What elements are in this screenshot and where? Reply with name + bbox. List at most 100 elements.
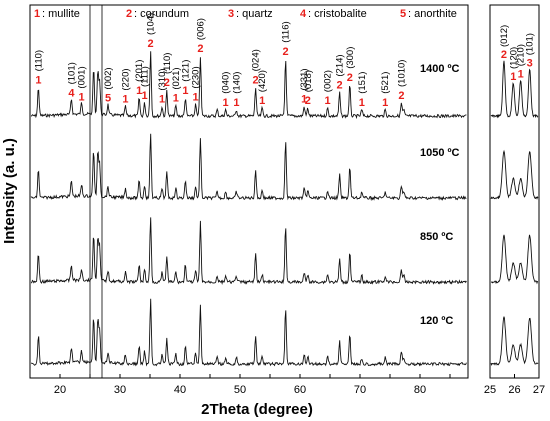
inset-trace-1: [490, 149, 539, 200]
hkl-label: (021): [171, 67, 182, 89]
legend-label: : mullite: [42, 8, 80, 20]
inset-x-tick-label: 25: [484, 384, 496, 396]
hkl-label: (002): [323, 70, 334, 92]
inset-phase-marker: 3: [527, 57, 533, 69]
phase-marker: 2: [148, 38, 154, 50]
phase-marker: 1: [136, 85, 142, 97]
x-tick-label: 40: [174, 384, 186, 396]
hkl-label: (214): [335, 54, 346, 76]
x-tick-label: 20: [54, 384, 66, 396]
legend-label: : anorthite: [408, 8, 457, 20]
legend-item-cristobalite: 4 : cristobalite: [300, 8, 367, 20]
inset-trace-0: [490, 60, 539, 119]
inset-phase-marker: 1: [518, 68, 524, 80]
hkl-label: (018): [303, 70, 314, 92]
temperature-label: 1050 ºC: [420, 147, 460, 159]
inset-phase-marker: 2: [501, 49, 507, 61]
phase-marker: 1: [382, 97, 388, 109]
legend-num: 2: [126, 8, 132, 20]
phase-marker: 1: [325, 95, 331, 107]
inset-x-tick-label: 27: [533, 384, 545, 396]
legend-label: : corundum: [134, 8, 189, 20]
hkl-label: (104): [146, 13, 157, 35]
legend-label: : cristobalite: [308, 8, 367, 20]
legend-item-quartz: 3 : quartz: [228, 8, 273, 20]
phase-marker: 2: [347, 72, 353, 84]
hkl-label: (220): [120, 68, 131, 90]
inset-x-tick-label: 26: [508, 384, 520, 396]
phase-marker: 2: [197, 43, 203, 55]
hkl-label: (331): [299, 68, 310, 90]
temperature-labels: 1400 ºC 1050 ºC 850 ºC 120 ºC: [420, 63, 460, 327]
hkl-label: (110): [162, 53, 173, 74]
phase-marker: 1: [233, 97, 239, 109]
trace-1: [30, 133, 467, 202]
hkl-label: (001): [77, 66, 88, 88]
hkl-label: (006): [195, 18, 206, 40]
phase-marker: 2: [164, 77, 170, 89]
trace-2: [30, 217, 467, 285]
hkl-label: (002): [103, 67, 114, 89]
inset-hkl-label: (210): [516, 44, 527, 66]
phase-marker: 2: [305, 95, 311, 107]
phase-marker: 1: [301, 94, 307, 106]
hkl-label: (024): [251, 49, 262, 71]
inset-trace-2: [491, 234, 539, 285]
x-tick-label: 70: [354, 384, 366, 396]
hkl-label: (151): [357, 72, 368, 94]
ticks-layer: 20 30 40 50 60 70 80 25 26 27: [29, 374, 545, 396]
hkl-label: (310): [157, 68, 168, 90]
temperature-label: 120 ºC: [420, 315, 453, 327]
hkl-label: (040): [221, 72, 232, 94]
inset-phase-marker: 1: [510, 71, 516, 83]
main-plot-frame: [29, 4, 469, 379]
phase-marker: 2: [398, 90, 404, 102]
x-tick-label: 30: [114, 384, 126, 396]
phase-marker: 2: [337, 80, 343, 92]
hkl-label: (116): [281, 21, 292, 42]
phase-marker: 1: [223, 97, 229, 109]
hkl-label: (1010): [396, 60, 407, 87]
inset-hkl-label: (120): [508, 47, 519, 69]
phase-marker: 5: [105, 93, 111, 105]
trace-3: [31, 298, 467, 367]
phase-marker: 1: [359, 97, 365, 109]
legend-label: : quartz: [236, 8, 273, 20]
hkl-label: (521): [380, 72, 391, 94]
x-axis-title: 2Theta (degree): [201, 401, 313, 418]
phase-marker: 1: [35, 74, 41, 86]
phase-marker: 4: [68, 87, 75, 99]
phase-marker: 1: [142, 90, 148, 102]
temperature-label: 1400 ºC: [420, 63, 460, 75]
hkl-label: (101): [66, 62, 77, 84]
phase-marker: 1: [182, 85, 188, 97]
phase-marker: 2: [253, 74, 259, 86]
hkl-label: (420): [257, 70, 268, 92]
hkl-label: (300): [345, 47, 356, 69]
annotations-layer: 1(110)4(101)1(001)5(002)1(220)1(201)1(11…: [33, 13, 535, 109]
x-tick-label: 50: [234, 384, 246, 396]
hkl-label: (121): [180, 60, 191, 82]
hkl-label: (110): [33, 50, 44, 71]
phase-marker: 1: [122, 94, 128, 106]
x-tick-label: 60: [294, 384, 306, 396]
phase-marker: 1: [173, 93, 179, 105]
legend-item-anorthite: 5 : anorthite: [400, 8, 457, 20]
phase-marker: 1: [259, 95, 265, 107]
hkl-label: (111): [140, 66, 151, 87]
phase-marker: 1: [193, 92, 199, 104]
hkl-label: (230): [191, 66, 202, 88]
legend-num: 1: [34, 8, 40, 20]
legend-num: 3: [228, 8, 234, 20]
traces-layer: [30, 51, 467, 367]
hkl-label: (201): [134, 60, 145, 82]
inset-hkl-label: (101): [525, 33, 536, 55]
hkl-label: (140): [231, 72, 242, 94]
phase-marker: 1: [79, 92, 85, 104]
legend-num: 5: [400, 8, 406, 20]
phase-marker: 2: [283, 46, 289, 58]
inset-traces-layer: [490, 60, 539, 366]
x-tick-label: 80: [414, 384, 426, 396]
legend: 1 : mullite 2 : corundum 3 : quartz 4 : …: [34, 8, 457, 20]
